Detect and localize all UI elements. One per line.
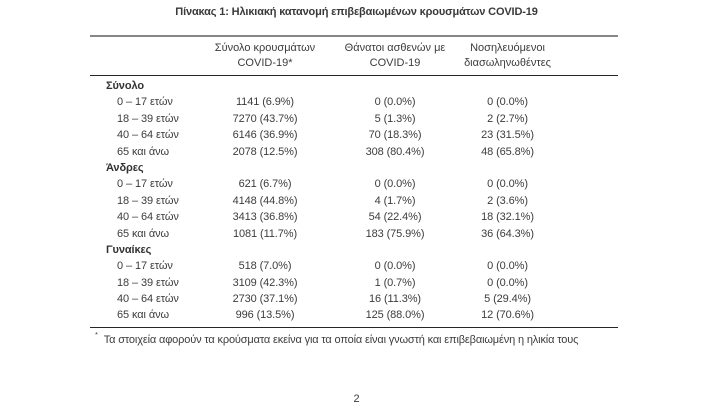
table-row: 65 και άνω 1081 (11.7%) 183 (75.9%) 36 (64.… — [90, 226, 618, 242]
table-row: 0 – 17 ετών 1141 (6.9%) 0 (0.0%) 0 (0.0%) — [90, 94, 618, 110]
table-footnote: * Τα στοιχεία αφορούν τα κρούσματα εκείνα… — [90, 330, 618, 346]
intubated-cell: 0 (0.0%) — [487, 276, 528, 289]
intubated-cell: 48 (65.8%) — [481, 145, 534, 158]
age-cell: 40 – 64 ετών — [117, 211, 179, 224]
table-row: 40 – 64 ετών 6146 (36.9%) 70 (18.3%) 23 (31… — [90, 127, 618, 143]
header-intubated: Νοσηλευόμενοι διασωληνωθέντες — [460, 41, 555, 70]
table-title: Πίνακας 1: Ηλικιακή κατανομή επιβεβαιωμέ… — [175, 6, 538, 18]
age-cell: 65 και άνω — [117, 309, 169, 322]
table-row: 40 – 64 ετών 3413 (36.8%) 54 (22.4%) 18 (32… — [90, 209, 618, 225]
deaths-cell: 0 (0.0%) — [374, 96, 416, 109]
cases-cell: 2730 (37.1%) — [232, 293, 298, 306]
deaths-cell: 54 (22.4%) — [368, 211, 422, 224]
deaths-cell: 4 (1.7%) — [374, 194, 416, 207]
cases-cell: 1081 (11.7%) — [232, 227, 298, 240]
empty-cell — [330, 78, 460, 94]
cases-cell: 4148 (44.8%) — [232, 194, 298, 207]
intubated-cell: 0 (0.0%) — [487, 260, 528, 273]
age-cell: 0 – 17 ετών — [117, 96, 173, 109]
intubated-cell: 18 (32.1%) — [481, 211, 534, 224]
deaths-cell: 5 (1.3%) — [374, 112, 416, 125]
intubated-cell: 2 (3.6%) — [487, 194, 528, 207]
table-row: 0 – 17 ετών 621 (6.7%) 0 (0.0%) 0 (0.0%) — [90, 176, 618, 192]
header-cases-line1: Σύνολο κρουσμάτων — [214, 42, 316, 54]
intubated-cell: 36 (64.3%) — [481, 227, 534, 240]
empty-cell — [460, 78, 555, 94]
table-region: Σύνολο κρουσμάτων COVID-19* Θάνατοι ασθε… — [90, 35, 618, 346]
header-deaths: Θάνατοι ασθενών με COVID-19 — [330, 41, 460, 70]
table-row: 40 – 64 ετών 2730 (37.1%) 16 (11.3%) 5 (29.… — [90, 291, 618, 307]
intubated-cell: 0 (0.0%) — [487, 96, 528, 109]
cases-cell: 6146 (36.9%) — [232, 129, 298, 142]
deaths-cell: 1 (0.7%) — [374, 276, 416, 289]
empty-cell — [460, 242, 555, 258]
cases-cell: 1141 (6.9%) — [235, 96, 294, 109]
table-header-row: Σύνολο κρουσμάτων COVID-19* Θάνατοι ασθε… — [90, 37, 618, 76]
empty-cell — [200, 160, 330, 176]
age-cell: 40 – 64 ετών — [117, 129, 179, 142]
empty-cell — [330, 242, 460, 258]
table-row: 65 και άνω 996 (13.5%) 125 (88.0%) 12 (70.6… — [90, 307, 618, 323]
deaths-cell: 125 (88.0%) — [365, 309, 425, 322]
age-cell: 0 – 17 ετών — [117, 260, 173, 273]
empty-cell — [200, 78, 330, 94]
empty-cell — [330, 160, 460, 176]
table-row: 18 – 39 ετών 7270 (43.7%) 5 (1.3%) 2 (2.7%) — [90, 111, 618, 127]
age-cell: 0 – 17 ετών — [117, 178, 173, 191]
cases-cell: 518 (7.0%) — [238, 260, 292, 273]
section-header-row: Σύνολο — [90, 78, 618, 94]
cases-cell: 7270 (43.7%) — [232, 112, 298, 125]
section-label: Σύνολο — [106, 80, 144, 92]
header-deaths-line1: Θάνατοι ασθενών με — [344, 42, 446, 54]
age-cell: 18 – 39 ετών — [117, 112, 179, 125]
cases-cell: 996 (13.5%) — [235, 309, 295, 322]
intubated-cell: 12 (70.6%) — [481, 309, 534, 322]
table-row: 18 – 39 ετών 4148 (44.8%) 4 (1.7%) 2 (3.6%) — [90, 193, 618, 209]
covid-age-table: Σύνολο κρουσμάτων COVID-19* Θάνατοι ασθε… — [90, 35, 618, 328]
header-cases: Σύνολο κρουσμάτων COVID-19* — [200, 41, 330, 70]
page-number: 2 — [353, 393, 360, 405]
deaths-cell: 308 (80.4%) — [365, 145, 425, 158]
table-row: 18 – 39 ετών 3109 (42.3%) 1 (0.7%) 0 (0.0%) — [90, 275, 618, 291]
age-cell: 18 – 39 ετών — [117, 194, 179, 207]
table-row: 65 και άνω 2078 (12.5%) 308 (80.4%) 48 (65.… — [90, 144, 618, 160]
footnote-marker: * — [95, 329, 98, 339]
deaths-cell: 70 (18.3%) — [368, 129, 422, 142]
age-cell: 40 – 64 ετών — [117, 293, 179, 306]
intubated-cell: 2 (2.7%) — [487, 112, 528, 125]
intubated-cell: 23 (31.5%) — [481, 129, 534, 142]
header-intubated-line1: Νοσηλευόμενοι — [470, 42, 545, 54]
table-body: Σύνολο 0 – 17 ετών 1141 (6.9%) 0 (0.0%) 0 (0… — [90, 76, 618, 327]
empty-cell — [200, 242, 330, 258]
deaths-cell: 0 (0.0%) — [374, 178, 416, 191]
intubated-cell: 5 (29.4%) — [484, 293, 531, 306]
cases-cell: 621 (6.7%) — [238, 178, 292, 191]
intubated-cell: 0 (0.0%) — [487, 178, 528, 191]
cases-cell: 3413 (36.8%) — [232, 211, 298, 224]
deaths-cell: 183 (75.9%) — [365, 227, 425, 240]
cases-cell: 3109 (42.3%) — [232, 276, 298, 289]
footnote-text: Τα στοιχεία αφορούν τα κρούσματα εκείνα … — [103, 333, 579, 346]
section-label: Άνδρες — [106, 161, 144, 174]
section-header-row: Άνδρες — [90, 160, 618, 176]
age-cell: 18 – 39 ετών — [117, 276, 179, 289]
cases-cell: 2078 (12.5%) — [232, 145, 298, 158]
header-spacer-cell — [90, 41, 200, 70]
header-cases-line2: COVID-19* — [237, 56, 293, 69]
deaths-cell: 0 (0.0%) — [374, 260, 416, 273]
header-deaths-line2: COVID-19 — [369, 56, 421, 69]
header-intubated-line2: διασωληνωθέντες — [464, 56, 551, 69]
empty-cell — [460, 160, 555, 176]
section-header-row: Γυναίκες — [90, 242, 618, 258]
section-label: Γυναίκες — [106, 243, 152, 256]
age-cell: 65 και άνω — [117, 145, 169, 158]
age-cell: 65 και άνω — [117, 227, 169, 240]
deaths-cell: 16 (11.3%) — [369, 293, 421, 306]
table-row: 0 – 17 ετών 518 (7.0%) 0 (0.0%) 0 (0.0%) — [90, 258, 618, 274]
